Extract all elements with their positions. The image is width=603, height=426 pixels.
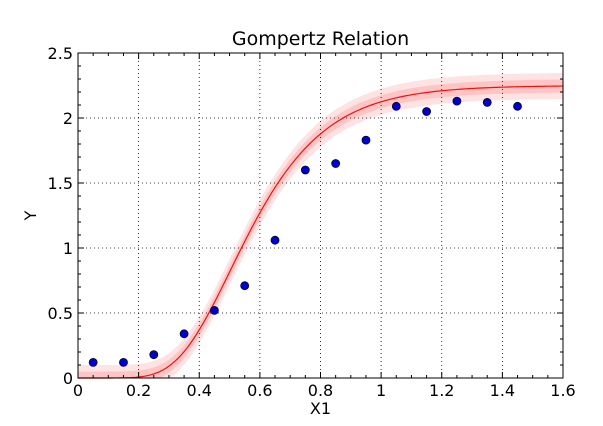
- plot-area-frame: [77, 52, 564, 379]
- x-tick-labels: 0 0.2 0.4 0.6 0.8 1 1.2 1.4 1.6: [73, 381, 576, 400]
- y-tick-labels: 0 0.5 1 1.5 2 2.5: [48, 44, 73, 388]
- fit-curve-group: [78, 85, 564, 379]
- chart-title: Gompertz Relation: [232, 28, 409, 50]
- data-point: [240, 281, 250, 291]
- data-point: [331, 159, 341, 168]
- x-tick-label: 0.4: [187, 381, 212, 400]
- data-point: [88, 357, 98, 367]
- data-point: [361, 135, 371, 145]
- data-point: [300, 165, 310, 175]
- y-tick-label: 0: [63, 369, 73, 388]
- data-point: [391, 101, 401, 111]
- y-tick-label: 2: [63, 109, 73, 128]
- grid-lines: [78, 53, 563, 378]
- y-tick-label: 0.5: [48, 304, 73, 323]
- y-tick-label: 1.5: [48, 174, 73, 193]
- data-point: [270, 235, 280, 245]
- x-tick-label: 1.4: [490, 381, 515, 400]
- x-tick-label: 0.8: [308, 381, 333, 400]
- y-tick-label: 1: [63, 239, 73, 258]
- data-points: [88, 96, 522, 367]
- x-tick-label: 1: [376, 381, 386, 400]
- data-point: [210, 305, 219, 315]
- data-point: [513, 101, 522, 111]
- x-tick-label: 0.6: [247, 381, 272, 400]
- data-point: [452, 96, 462, 106]
- fit-curve: [78, 85, 564, 379]
- x-tick-label: 0.2: [126, 381, 151, 400]
- data-point: [179, 329, 189, 339]
- x-axis-label: X1: [310, 399, 331, 418]
- y-tick-label: 2.5: [48, 44, 73, 63]
- data-point: [119, 357, 128, 367]
- x-tick-label: 1.2: [429, 381, 454, 400]
- inner-confidence-band: [78, 79, 563, 378]
- x-tick-label: 0: [73, 381, 83, 400]
- data-point: [149, 350, 159, 360]
- y-axis-label: Y: [21, 210, 40, 221]
- data-point: [482, 98, 492, 107]
- x-tick-label: 1.6: [550, 381, 575, 400]
- data-point: [422, 107, 431, 116]
